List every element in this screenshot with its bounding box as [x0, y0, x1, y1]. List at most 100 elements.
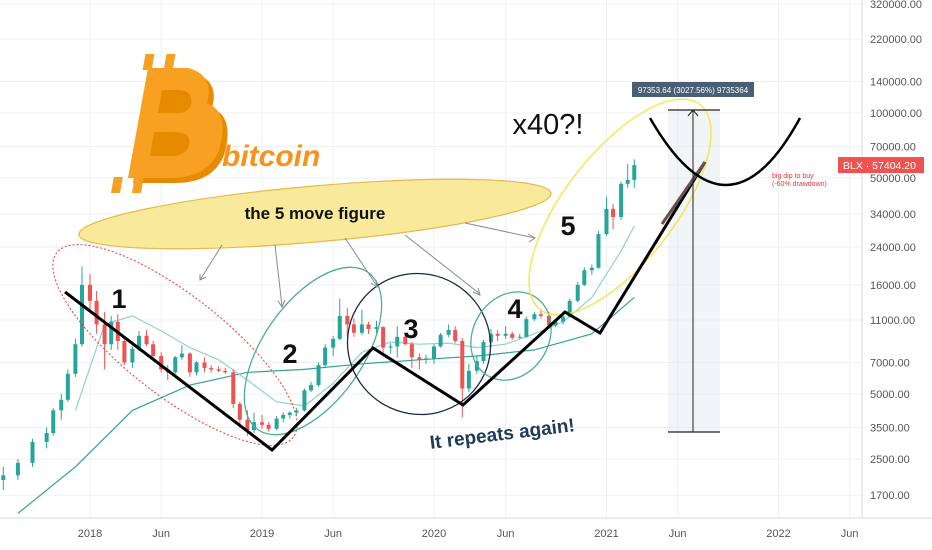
candle — [173, 355, 178, 374]
candle — [351, 318, 356, 337]
candle-body — [345, 315, 350, 325]
candle — [611, 203, 616, 230]
bitcoin-b-symbol — [128, 68, 223, 178]
ellipse-move-1 — [52, 244, 298, 446]
candle — [575, 282, 580, 303]
candle-body — [137, 335, 142, 349]
candle-body — [194, 362, 199, 373]
candle — [388, 343, 393, 354]
wave-number-1: 1 — [111, 284, 126, 314]
candle-body — [1, 475, 6, 480]
x-tick-label: Jun — [324, 528, 342, 540]
candle — [260, 414, 264, 429]
candle — [619, 181, 624, 220]
candle-body — [30, 441, 35, 463]
candle-body — [151, 344, 156, 356]
candle — [604, 196, 609, 236]
x-tick-label: 2021 — [594, 528, 618, 540]
ma-slow-line — [17, 296, 635, 514]
candle — [432, 344, 436, 364]
candle — [1, 466, 6, 490]
candle-body — [274, 418, 279, 429]
candle — [510, 331, 515, 340]
y-tick-label: 2500.00 — [870, 454, 910, 466]
candle — [94, 290, 99, 334]
candle-body — [611, 208, 616, 217]
y-tick-label: 7000.00 — [870, 357, 910, 369]
candle-body — [223, 370, 228, 373]
candle-body — [417, 357, 422, 360]
dip-note-1: big dip to buy — [772, 173, 814, 180]
candle-body — [159, 355, 164, 370]
x-tick-label: Jun — [669, 528, 687, 540]
candle — [109, 315, 114, 350]
candle-body — [582, 270, 587, 285]
wave-number-3: 3 — [403, 314, 418, 344]
candle-body — [524, 319, 529, 337]
candle — [237, 401, 242, 428]
candle — [88, 273, 92, 312]
candle — [179, 345, 184, 360]
candle-body — [604, 208, 609, 235]
candle-body — [216, 369, 221, 371]
x-axis-panel — [0, 518, 932, 550]
wave-number-4: 4 — [507, 294, 522, 324]
candle — [144, 329, 149, 347]
candle — [209, 365, 214, 373]
candle — [309, 381, 314, 393]
candle-body — [73, 344, 78, 374]
candle-body — [122, 340, 127, 363]
y-tick-label: 3500.00 — [870, 422, 910, 434]
candle-body — [495, 333, 500, 336]
candle — [596, 230, 601, 269]
candle-body — [102, 324, 107, 345]
candle — [374, 320, 379, 333]
projection-curve — [648, 117, 802, 187]
candle — [73, 338, 78, 377]
candle-body — [260, 422, 264, 425]
candle — [59, 394, 64, 420]
candle-body — [632, 165, 637, 180]
ellipse-move-3 — [346, 272, 492, 416]
candle — [216, 366, 221, 373]
candle-body — [51, 410, 56, 433]
candle-body — [460, 340, 465, 389]
candle — [302, 388, 307, 412]
candle — [466, 363, 471, 393]
candle — [582, 267, 587, 287]
candle-body — [65, 373, 70, 400]
candle — [423, 354, 428, 364]
candle — [561, 315, 566, 325]
y-tick-label: 100000.00 — [870, 108, 922, 120]
wave-projection-segment — [660, 161, 707, 225]
candle — [65, 369, 70, 402]
candle-body — [388, 346, 393, 348]
candle-body — [302, 390, 307, 411]
measure-arrow — [687, 109, 699, 117]
candle-body — [351, 324, 356, 333]
candle-body — [187, 353, 192, 373]
candle — [287, 411, 292, 419]
y-tick-label: 11000.00 — [870, 315, 915, 327]
candle-body — [179, 353, 184, 358]
wave-zigzag-line — [64, 161, 707, 452]
candle — [231, 369, 236, 409]
candle-body — [231, 372, 236, 404]
pointer-arrows — [199, 222, 536, 309]
candle-body — [109, 321, 114, 345]
candle-body — [567, 300, 572, 317]
candle — [625, 164, 630, 188]
candle-body — [395, 336, 400, 347]
moving-averages — [17, 225, 635, 514]
candle-body — [423, 358, 428, 360]
candle-body — [359, 324, 364, 333]
candle-body — [173, 357, 178, 373]
candle — [517, 333, 522, 339]
candle-body — [625, 179, 630, 184]
candle — [223, 367, 228, 374]
candle-body — [266, 424, 271, 429]
candle-body — [79, 284, 84, 345]
candle-body — [596, 234, 601, 268]
candle-body — [510, 333, 515, 338]
x-tick-label: 2018 — [78, 528, 102, 540]
